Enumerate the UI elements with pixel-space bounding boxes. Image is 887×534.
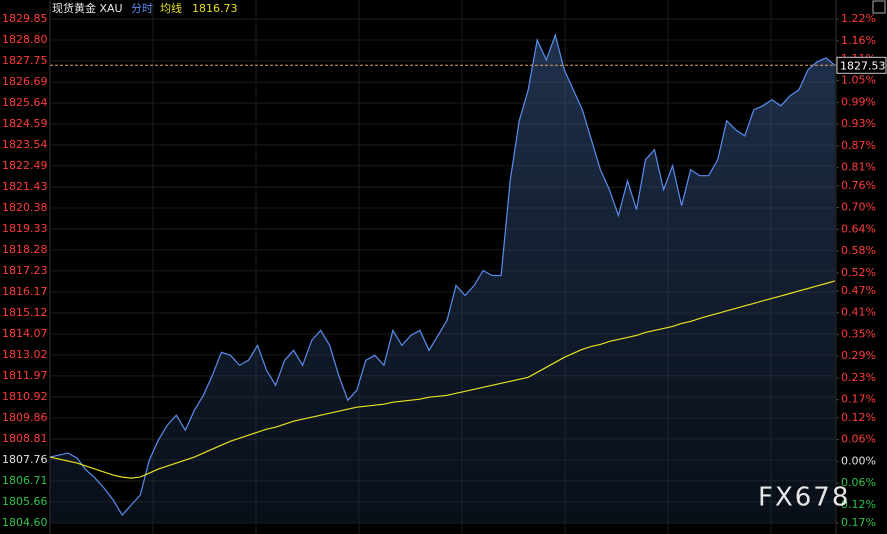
y2-tick-label: 0.06% xyxy=(841,476,876,489)
mode: 分时 xyxy=(131,2,153,15)
y-tick-label: 1816.17 xyxy=(2,285,48,298)
y2-tick-label: 0.06% xyxy=(841,433,876,446)
y-tick-label: 1820.38 xyxy=(2,201,48,214)
y-tick-label: 1824.59 xyxy=(2,117,48,130)
y2-tick-label: 0.35% xyxy=(841,327,876,340)
y2-tick-label: 0.12% xyxy=(841,411,876,424)
y-tick-label: 1808.81 xyxy=(2,432,48,445)
y-tick-label: 1819.33 xyxy=(2,222,48,235)
y2-tick-label: 0.93% xyxy=(841,117,876,130)
y2-tick-label: 0.76% xyxy=(841,179,876,192)
y2-tick-label: 1.22% xyxy=(841,12,876,25)
last-price-label: 1827.53 xyxy=(840,59,886,72)
y-tick-label: 1826.69 xyxy=(2,75,48,88)
average-line xyxy=(49,280,836,479)
y-tick-label: 1804.60 xyxy=(2,516,48,529)
y-tick-label: 1825.64 xyxy=(2,96,48,109)
menu-icon[interactable] xyxy=(872,0,886,14)
y2-tick-label: 1.05% xyxy=(841,74,876,87)
y2-tick-label: 0.87% xyxy=(841,139,876,152)
watermark: FX678 xyxy=(758,483,850,513)
y-tick-label: 1818.28 xyxy=(2,243,48,256)
y-tick-label: 1810.92 xyxy=(2,390,48,403)
y2-tick-label: 0.81% xyxy=(841,161,876,174)
y-tick-label: 1806.71 xyxy=(2,474,48,487)
y-tick-label: 1822.49 xyxy=(2,159,48,172)
y2-tick-label: 0.23% xyxy=(841,371,876,384)
y-tick-label: 1809.86 xyxy=(2,411,48,424)
price-line xyxy=(49,32,836,517)
y2-tick-label: 0.52% xyxy=(841,266,876,279)
y2-tick-label: 0.64% xyxy=(841,222,876,235)
y2-tick-label: 0.17% xyxy=(841,393,876,406)
y-tick-label: 1813.02 xyxy=(2,348,48,361)
y-tick-label: 1807.76 xyxy=(2,453,48,466)
y2-tick-label: 0.12% xyxy=(841,498,876,511)
y-tick-label: 1829.85 xyxy=(2,12,48,25)
y2-tick-label: 0.58% xyxy=(841,244,876,257)
last-price-box xyxy=(836,56,887,74)
y2-tick-label: 0.29% xyxy=(841,349,876,362)
y-tick-label: 1827.75 xyxy=(2,54,48,67)
y2-tick-label: 0.00% xyxy=(841,454,876,467)
y2-tick-label: 0.70% xyxy=(841,201,876,214)
price-area xyxy=(50,35,835,523)
y-tick-label: 1815.12 xyxy=(2,306,48,319)
y2-tick-label: 0.17% xyxy=(841,516,876,529)
y-tick-label: 1828.80 xyxy=(2,33,48,46)
y-tick-label: 1811.97 xyxy=(2,369,48,382)
ma-value: 1816.73 xyxy=(192,2,238,15)
y-tick-label: 1817.23 xyxy=(2,264,48,277)
y-tick-label: 1821.43 xyxy=(2,180,48,193)
y2-tick-label: 0.47% xyxy=(841,284,876,297)
y-tick-label: 1814.07 xyxy=(2,327,48,340)
y2-tick-label: 0.41% xyxy=(841,306,876,319)
y-tick-label: 1823.54 xyxy=(2,138,48,151)
ma-label: 均线 xyxy=(160,1,182,15)
y-tick-label: 1805.66 xyxy=(2,495,48,508)
instrument: 现货黄金 XAU xyxy=(52,1,123,15)
y2-tick-label: 1.16% xyxy=(841,34,876,47)
y2-tick-label: 0.99% xyxy=(841,95,876,108)
